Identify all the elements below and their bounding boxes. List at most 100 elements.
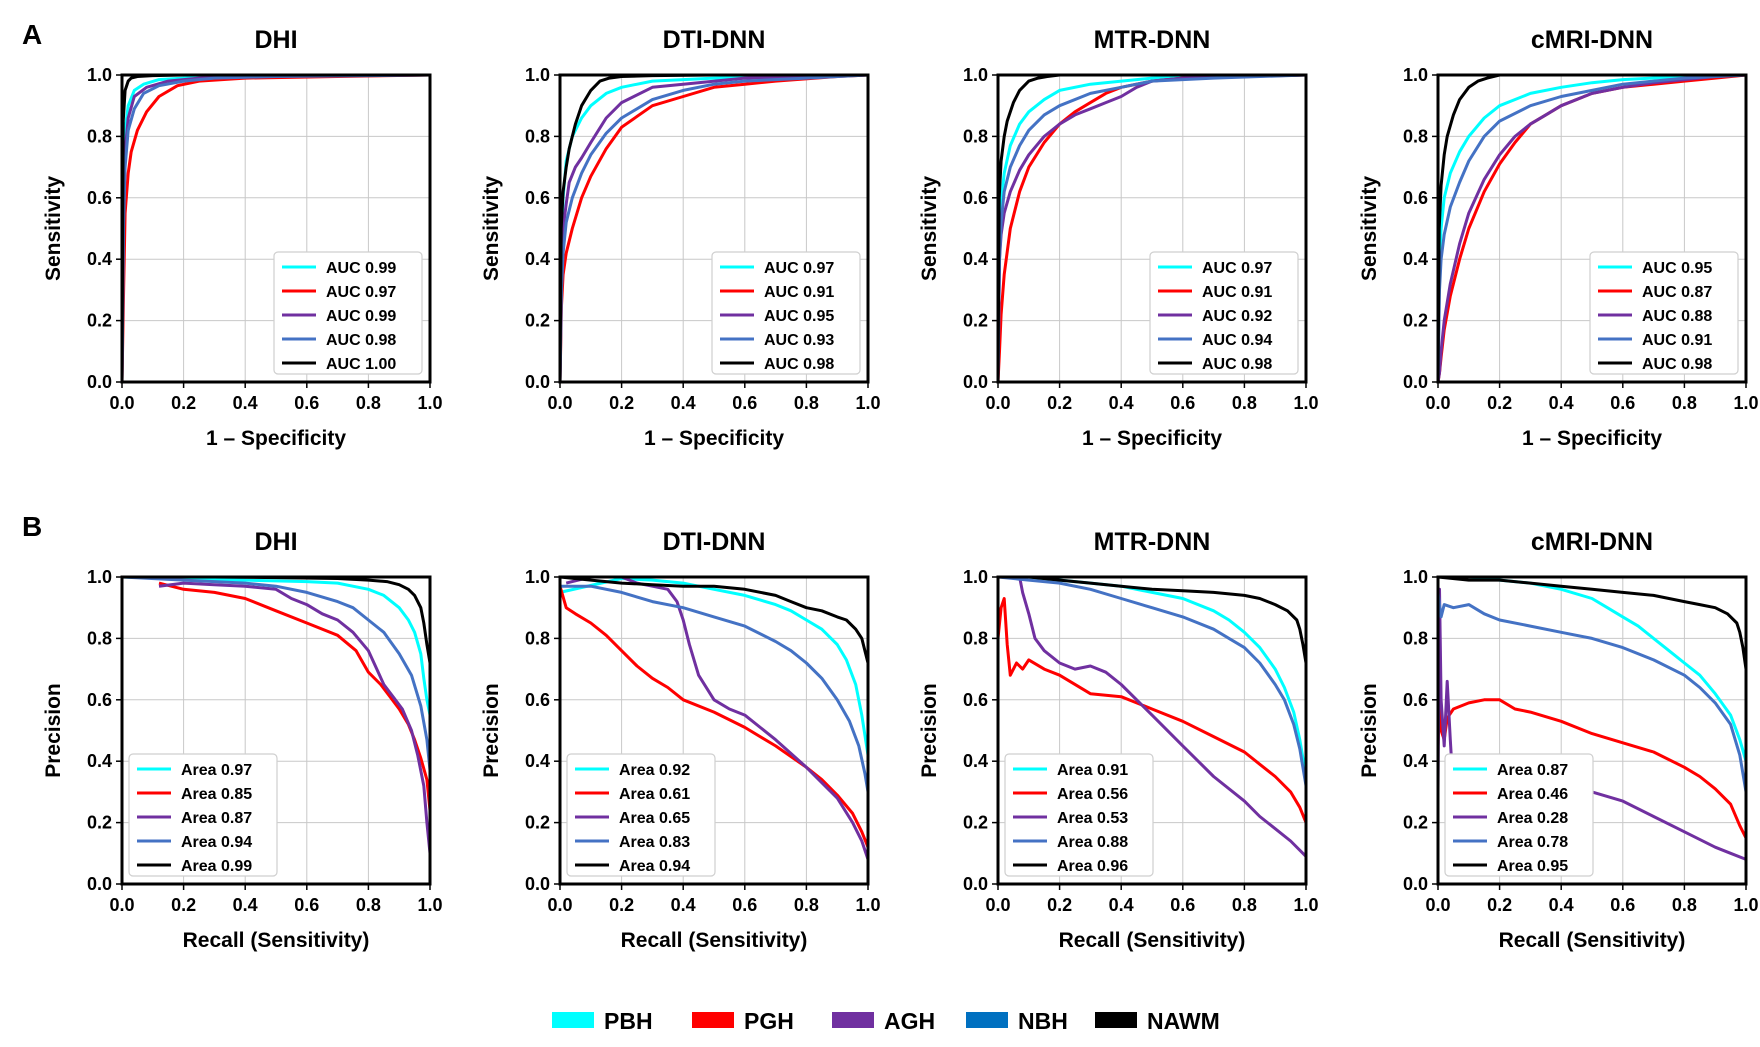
legend-entry: AUC 0.97: [326, 284, 396, 301]
legend-label-pbh: PBH: [604, 1008, 653, 1034]
y-axis-label: Sensitivity: [480, 176, 503, 281]
legend-entry: Area 0.99: [181, 858, 252, 875]
panel-label-a: A: [22, 19, 42, 50]
x-axis-label: 1 – Specificity: [1522, 427, 1662, 450]
series-line-1: [996, 73, 1307, 383]
x-tick-label: 0.8: [794, 895, 819, 915]
legend-box: [566, 753, 716, 877]
legend-entry: AUC 0.87: [1642, 284, 1712, 301]
chart-title: MTR-DNN: [1094, 528, 1211, 556]
plot-frame: [996, 575, 1308, 886]
x-tick-label: 0.4: [1549, 393, 1574, 413]
y-tick-label: 0.4: [963, 751, 988, 771]
y-tick-label: 0.8: [87, 628, 112, 648]
legend-entry: AUC 0.95: [1642, 260, 1712, 277]
x-tick-label: 0.2: [171, 393, 196, 413]
legend-entry: AUC 0.93: [764, 332, 834, 349]
y-tick-label: 1.0: [963, 65, 988, 85]
x-tick-label: 0.8: [1232, 393, 1257, 413]
series-line-2: [558, 585, 870, 848]
series-line-4: [121, 575, 432, 771]
y-tick-label: 0.6: [87, 188, 112, 208]
legend-entry: AUC 0.99: [326, 260, 396, 277]
y-tick-label: 0.6: [1403, 690, 1428, 710]
legend-entry: AUC 0.98: [1202, 356, 1272, 373]
y-tick-label: 0.6: [525, 188, 550, 208]
chart-title: DHI: [254, 528, 297, 556]
legend-label-nbh: NBH: [1018, 1008, 1068, 1034]
legend: Area 0.92 Area 0.61 Area 0.65 Area 0.83 Area…: [566, 753, 716, 877]
legend-label-pgh: PGH: [744, 1008, 794, 1034]
y-tick-label: 0.2: [963, 813, 988, 833]
chart-b-1: DHI 0.0 0.2 0.4 0.6 0.8 1.0 0.0 0.2 0.4 0.6 0.8 1.0 R…: [42, 528, 443, 952]
legend-entry: AUC 0.99: [326, 308, 396, 325]
y-tick-label: 0.0: [87, 372, 112, 392]
legend-entry: AUC 0.91: [1642, 332, 1712, 349]
series-line-1: [559, 577, 870, 756]
legend-entry: AUC 0.91: [1202, 284, 1272, 301]
x-tick-label: 0.0: [109, 393, 134, 413]
series-line-2: [996, 597, 1308, 824]
series-line-4: [997, 575, 1308, 787]
x-tick-label: 0.0: [985, 393, 1010, 413]
series-line-3: [1018, 576, 1308, 858]
legend-label-agh: AGH: [884, 1008, 935, 1034]
series-line-2: [558, 73, 869, 383]
legend-entry: Area 0.96: [1057, 858, 1128, 875]
legend-entry: Area 0.61: [619, 786, 690, 803]
y-tick-label: 0.2: [1403, 311, 1428, 331]
x-tick-label: 0.4: [671, 895, 696, 915]
legend-entry: AUC 0.98: [1642, 356, 1712, 373]
legend-entry: Area 0.87: [181, 810, 252, 827]
panel-label-b: B: [22, 511, 42, 542]
legend-entry: AUC 0.97: [764, 260, 834, 277]
y-tick-label: 0.4: [87, 249, 112, 269]
x-tick-label: 0.6: [732, 393, 757, 413]
y-tick-label: 0.6: [963, 690, 988, 710]
y-tick-label: 0.2: [1403, 813, 1428, 833]
y-tick-label: 0.6: [963, 188, 988, 208]
y-tick-label: 0.2: [87, 311, 112, 331]
y-axis-label: Precision: [918, 683, 941, 778]
legend-entry: Area 0.92: [619, 762, 690, 779]
y-tick-label: 0.8: [1403, 126, 1428, 146]
legend-entry: Area 0.85: [181, 786, 252, 803]
y-tick-label: 1.0: [1403, 567, 1428, 587]
y-tick-label: 0.4: [87, 751, 112, 771]
series-line-5: [998, 575, 1308, 694]
legend: AUC 0.97 AUC 0.91 AUC 0.95 AUC 0.93 AUC 0.98: [711, 251, 861, 375]
x-tick-label: 0.2: [609, 895, 634, 915]
x-tick-label: 0.2: [609, 393, 634, 413]
legend: Area 0.91 Area 0.56 Area 0.53 Area 0.88 Area…: [1004, 753, 1154, 877]
x-tick-label: 0.0: [547, 895, 572, 915]
legend-box: [1589, 251, 1739, 375]
legend-entry: AUC 0.91: [764, 284, 834, 301]
x-tick-label: 0.6: [1610, 895, 1635, 915]
y-tick-label: 1.0: [525, 65, 550, 85]
x-tick-label: 0.0: [109, 895, 134, 915]
y-axis-label: Sensitivity: [918, 176, 941, 281]
chart-a-3: MTR-DNN 0.0 0.2 0.4 0.6 0.8 1.0 0.0 0.2 0.4 0.6 0.8…: [918, 26, 1319, 450]
legend-entry: Area 0.95: [1497, 858, 1568, 875]
legend-swatch-pgh: [692, 1012, 734, 1028]
y-tick-label: 0.2: [525, 311, 550, 331]
x-tick-label: 0.2: [1487, 895, 1512, 915]
legend-entry: AUC 0.98: [326, 332, 396, 349]
chart-title: cMRI-DNN: [1531, 26, 1653, 54]
x-tick-label: 0.6: [1610, 393, 1635, 413]
series-line-4: [120, 73, 431, 383]
series-group: [558, 575, 870, 860]
plot-frame: [996, 73, 1308, 384]
x-tick-label: 0.4: [233, 895, 258, 915]
y-tick-label: 1.0: [87, 65, 112, 85]
y-tick-label: 0.4: [525, 249, 550, 269]
x-tick-label: 0.0: [985, 895, 1010, 915]
plot-frame: [1436, 73, 1748, 384]
y-tick-label: 0.4: [525, 751, 550, 771]
legend: AUC 0.97 AUC 0.91 AUC 0.92 AUC 0.94 AUC 0.98: [1149, 251, 1299, 375]
y-tick-label: 0.8: [87, 126, 112, 146]
y-tick-label: 0.0: [1403, 372, 1428, 392]
y-tick-label: 0.2: [525, 813, 550, 833]
plot-frame: [558, 575, 870, 886]
y-tick-label: 0.8: [963, 126, 988, 146]
